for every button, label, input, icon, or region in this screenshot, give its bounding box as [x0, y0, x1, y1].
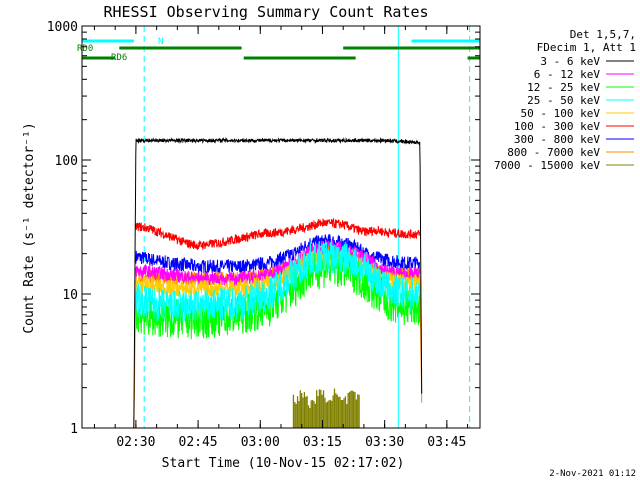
y-tick-label: 1 — [70, 422, 78, 437]
status-bar-label: N — [158, 37, 163, 47]
y-tick-label: 10 — [62, 288, 78, 303]
legend-label: 50 - 100 keV — [521, 107, 601, 120]
x-tick-label: 02:30 — [116, 435, 155, 450]
series-line-3 — [135, 240, 421, 323]
y-tick-label: 100 — [55, 154, 78, 169]
status-bar-label: RD0 — [77, 44, 93, 54]
legend-label: 12 - 25 keV — [527, 81, 600, 94]
x-tick-label: 03:00 — [241, 435, 280, 450]
legend-label: 800 - 7000 keV — [507, 146, 600, 159]
legend-label: 100 - 300 keV — [514, 120, 600, 133]
legend-label: 3 - 6 keV — [540, 55, 600, 68]
x-tick-label: 03:45 — [427, 435, 466, 450]
series-line-5 — [135, 217, 421, 251]
status-bar-label: RD6 — [111, 53, 127, 63]
y-tick-label: 1000 — [47, 20, 78, 35]
legend-header: Det 1,5,7, — [570, 28, 636, 41]
chart-title: RHESSI Observing Summary Count Rates — [103, 3, 428, 21]
legend-label: 6 - 12 keV — [534, 68, 601, 81]
series-line-0 — [133, 136, 423, 429]
footer-date: 2-Nov-2021 01:12 — [549, 469, 636, 479]
x-tick-label: 03:30 — [365, 435, 404, 450]
x-tick-label: 02:45 — [179, 435, 218, 450]
series-bars-8 — [292, 388, 360, 428]
plot-area: N RD0 RD6 — [77, 26, 480, 429]
x-axis-label: Start Time (10-Nov-15 02:17:02) — [162, 456, 405, 471]
legend-label: 300 - 800 keV — [514, 133, 600, 146]
y-axis-label: Count Rate (s⁻¹ detector⁻¹) — [22, 122, 37, 333]
x-tick-label: 03:15 — [303, 435, 342, 450]
legend-label: 7000 - 15000 keV — [494, 159, 600, 172]
legend-header: FDecim 1, Att 1 — [537, 41, 636, 54]
legend-label: 25 - 50 keV — [527, 94, 600, 107]
axes: 1 10 100 1000 02:30 02:45 03:00 03:15 03:30 03:45 — [47, 20, 481, 450]
